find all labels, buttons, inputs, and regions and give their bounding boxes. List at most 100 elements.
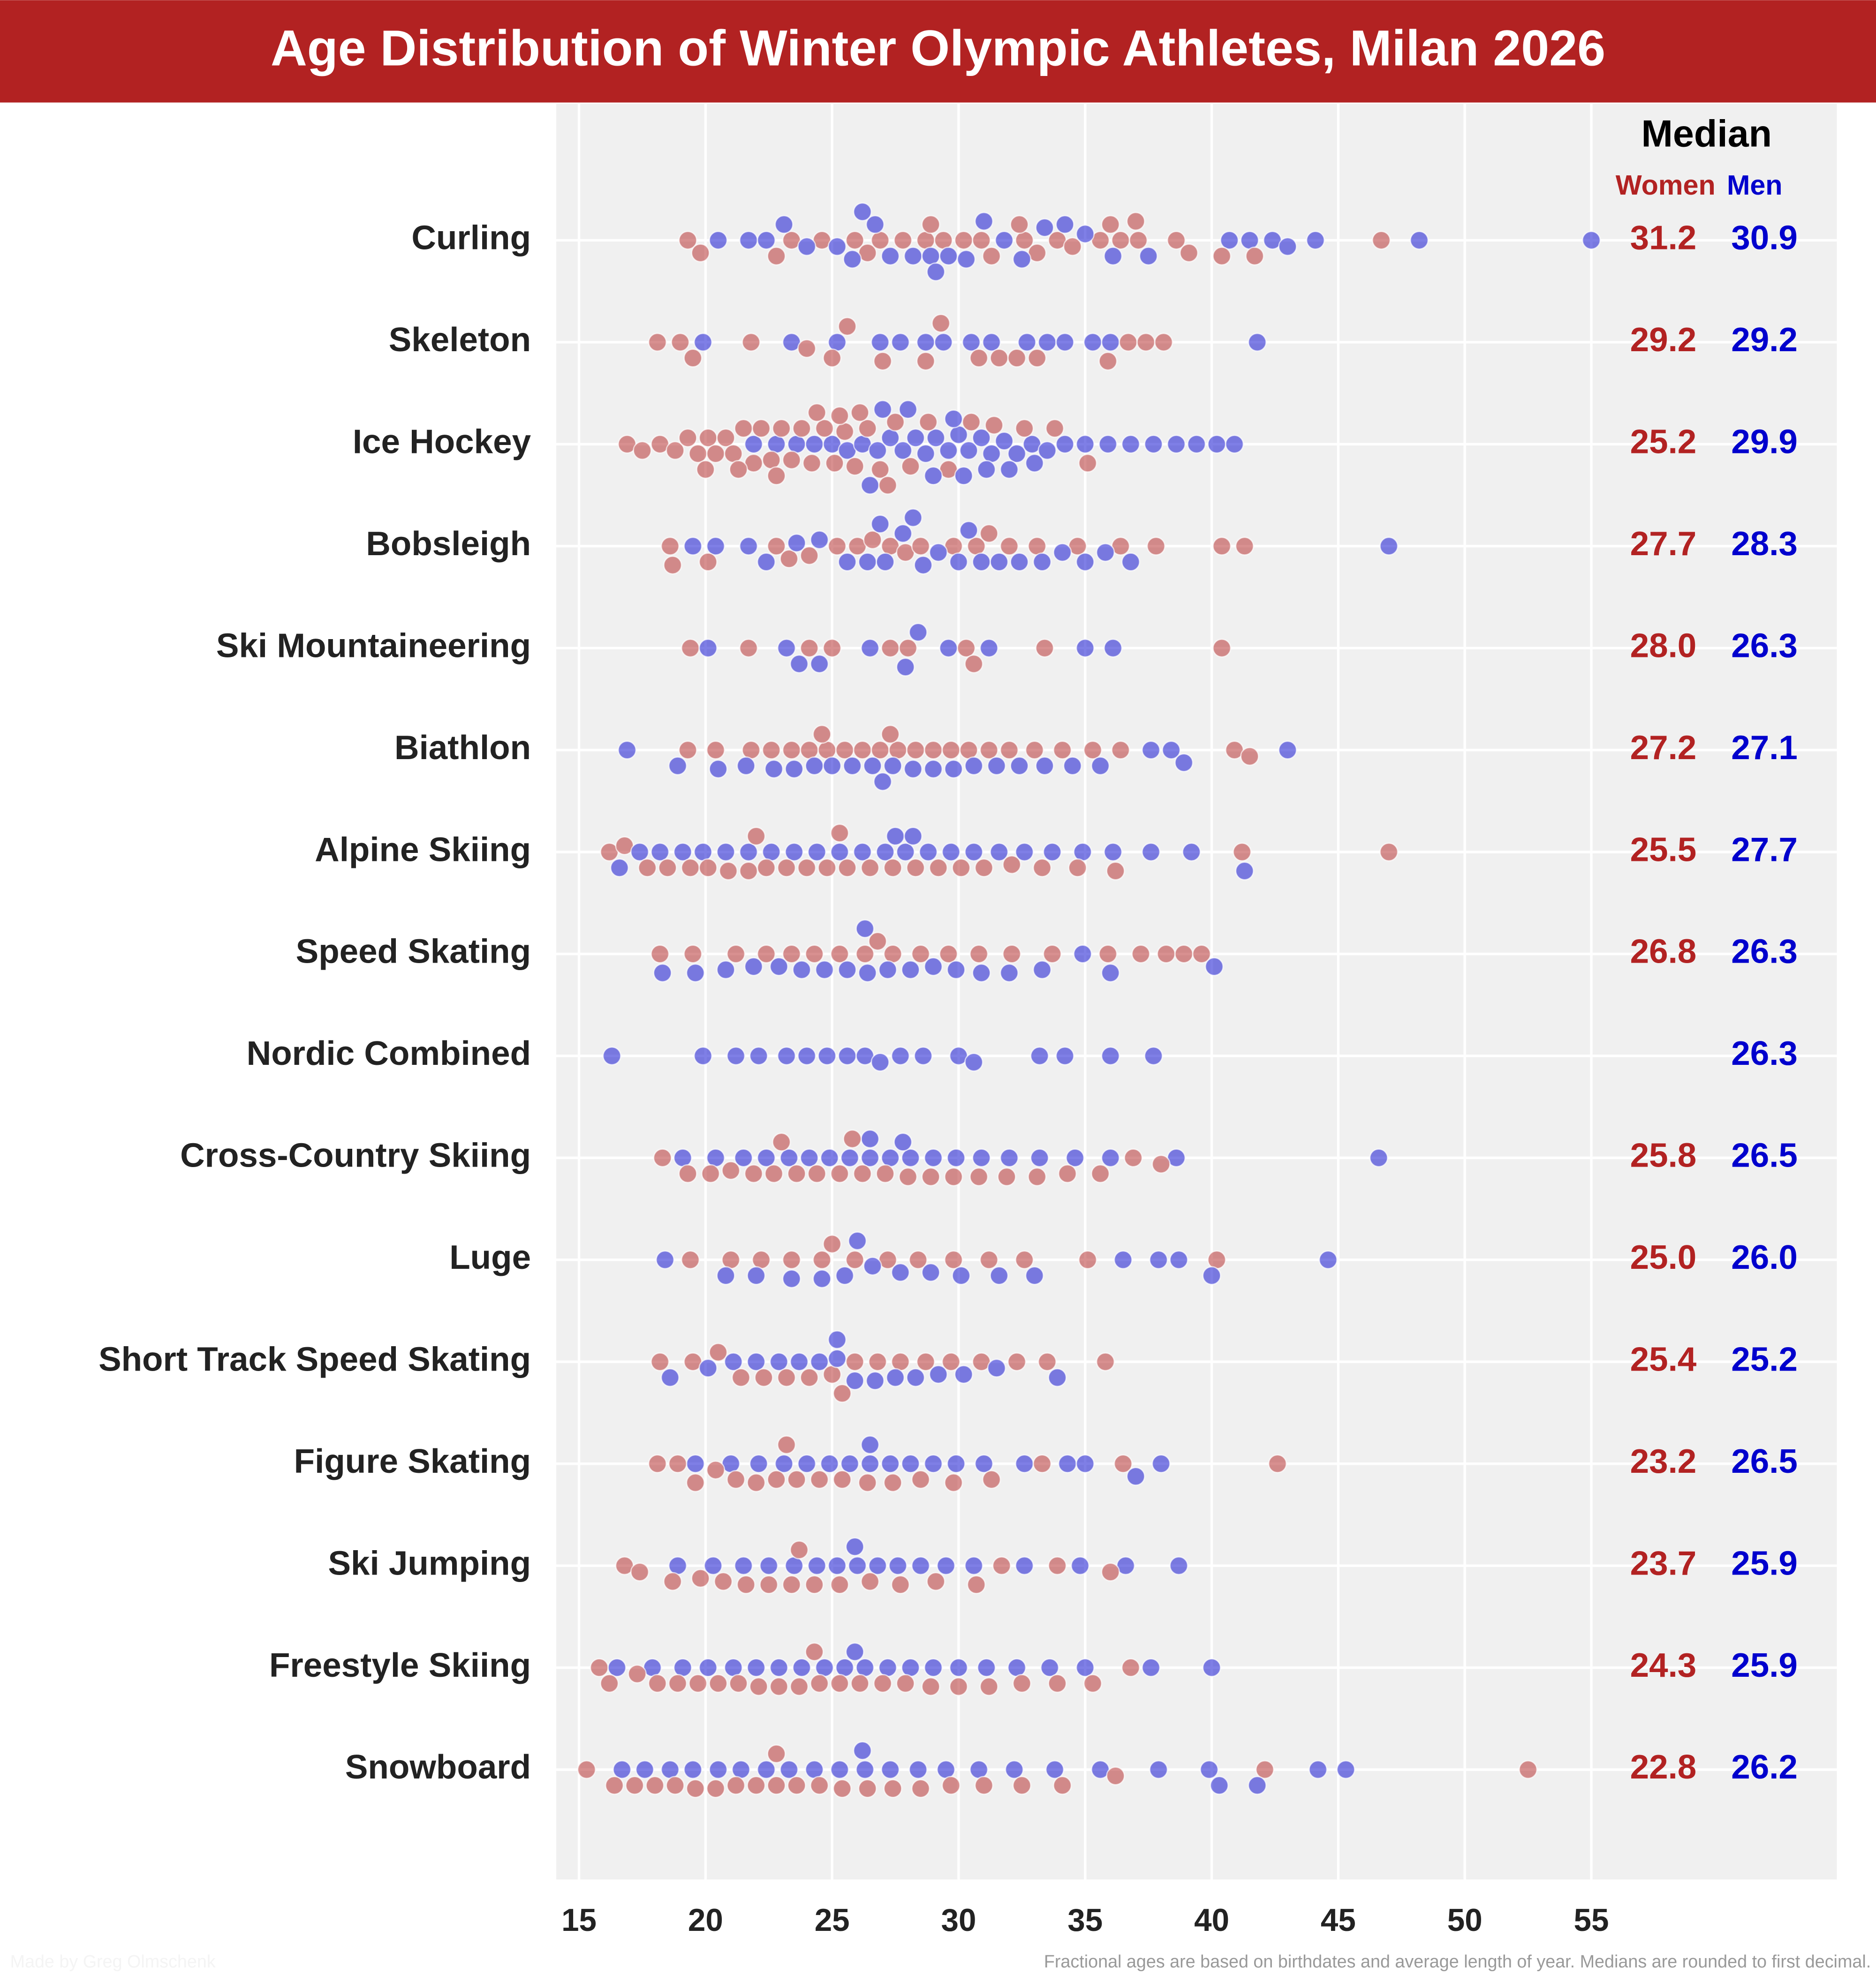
median-value: 23.7 — [1630, 1544, 1697, 1582]
athlete-dot — [822, 756, 842, 776]
athlete-dot — [577, 1760, 596, 1779]
athlete-dot — [693, 1046, 713, 1066]
athlete-dot — [797, 1046, 817, 1066]
athlete-dot — [759, 1556, 779, 1575]
athlete-dot — [1007, 1352, 1027, 1372]
athlete-dot — [961, 412, 981, 432]
athlete-dot — [843, 1129, 862, 1149]
athlete-dot — [1005, 1760, 1024, 1779]
athlete-dot — [944, 409, 963, 429]
x-tick-label: 30 — [941, 1903, 976, 1938]
athlete-dot — [678, 428, 697, 448]
athlete-dot — [724, 1352, 743, 1372]
athlete-dot — [911, 1556, 930, 1575]
median-value: 31.2 — [1630, 219, 1697, 257]
athlete-dot — [926, 262, 946, 282]
athlete-dot — [990, 348, 1009, 368]
athlete-dot — [969, 944, 989, 964]
athlete-dot — [610, 858, 629, 877]
category-label: Skeleton — [389, 321, 531, 359]
athlete-dot — [721, 1250, 741, 1270]
athlete-dot — [1212, 246, 1232, 266]
athlete-dot — [1518, 1760, 1538, 1779]
median-value: 29.2 — [1731, 321, 1798, 359]
athlete-dot — [1141, 842, 1161, 862]
athlete-dot — [923, 1658, 943, 1677]
athlete-dot — [972, 963, 991, 983]
athlete-dot — [835, 740, 855, 760]
athlete-dot — [893, 231, 913, 250]
athlete-dot — [911, 944, 930, 964]
title-bar — [0, 0, 1876, 103]
athlete-dot — [1007, 348, 1027, 368]
athlete-dot — [850, 1674, 870, 1693]
athlete-dot — [756, 552, 776, 572]
athlete-dot — [911, 1779, 930, 1798]
athlete-dot — [1048, 1368, 1067, 1387]
athlete-dot — [787, 1164, 806, 1183]
athlete-dot — [739, 231, 758, 250]
athlete-dot — [762, 842, 781, 862]
athlete-dot — [1002, 944, 1021, 964]
athlete-dot — [972, 552, 991, 572]
athlete-dot — [1128, 231, 1148, 250]
athlete-dot — [835, 1658, 855, 1677]
athlete-dot — [729, 460, 748, 479]
athlete-dot — [830, 1575, 849, 1594]
athlete-dot — [779, 1148, 799, 1168]
athlete-dot — [713, 1572, 733, 1591]
athlete-dot — [881, 1454, 900, 1473]
athlete-dot — [979, 638, 999, 658]
athlete-dot — [822, 348, 842, 368]
athlete-dot — [1113, 1250, 1133, 1270]
athlete-dot — [668, 1556, 688, 1575]
athlete-dot — [939, 638, 958, 658]
athlete-dot — [1090, 1164, 1110, 1183]
athlete-dot — [1032, 552, 1052, 572]
athlete-dot — [845, 1642, 864, 1662]
athlete-dot — [1055, 435, 1074, 454]
athlete-dot — [1149, 1250, 1168, 1270]
athlete-dot — [878, 960, 898, 980]
athlete-dot — [736, 1575, 756, 1594]
athlete-dot — [1235, 861, 1254, 881]
athlete-dot — [1040, 1658, 1059, 1677]
athlete-dot — [1207, 1250, 1226, 1270]
athlete-dot — [1090, 756, 1110, 776]
athlete-dot — [651, 1352, 670, 1372]
athlete-dot — [863, 1257, 882, 1276]
athlete-dot — [855, 1760, 875, 1779]
athlete-dot — [607, 1658, 627, 1677]
athlete-dot — [660, 536, 680, 556]
athlete-dot — [1078, 1250, 1097, 1270]
athlete-dot — [1065, 1148, 1085, 1168]
athlete-dot — [964, 1053, 983, 1072]
athlete-dot — [881, 1760, 900, 1779]
athlete-dot — [668, 1674, 688, 1693]
athlete-dot — [1581, 231, 1601, 250]
athlete-dot — [683, 348, 703, 368]
athlete-dot — [914, 1046, 933, 1066]
athlete-dot — [1121, 552, 1141, 572]
athlete-dot — [830, 1674, 849, 1693]
athlete-dot — [731, 1760, 751, 1779]
athlete-dot — [1025, 740, 1044, 760]
athlete-dot — [1075, 1454, 1095, 1473]
athlete-dot — [1154, 332, 1173, 352]
median-value: 28.0 — [1630, 626, 1697, 664]
athlete-dot — [1174, 753, 1194, 772]
athlete-dot — [847, 1231, 867, 1251]
athlete-dot — [845, 1537, 864, 1556]
category-label: Speed Skating — [296, 933, 531, 971]
athlete-dot — [820, 1148, 839, 1168]
athlete-dot — [1101, 963, 1120, 983]
x-tick-label: 55 — [1574, 1903, 1609, 1938]
athlete-dot — [961, 332, 981, 352]
athlete-dot — [944, 1473, 963, 1492]
athlete-dot — [635, 1760, 655, 1779]
athlete-dot — [817, 740, 837, 760]
athlete-dot — [1278, 237, 1297, 256]
x-tick-label: 40 — [1194, 1903, 1229, 1938]
athlete-dot — [653, 963, 672, 983]
